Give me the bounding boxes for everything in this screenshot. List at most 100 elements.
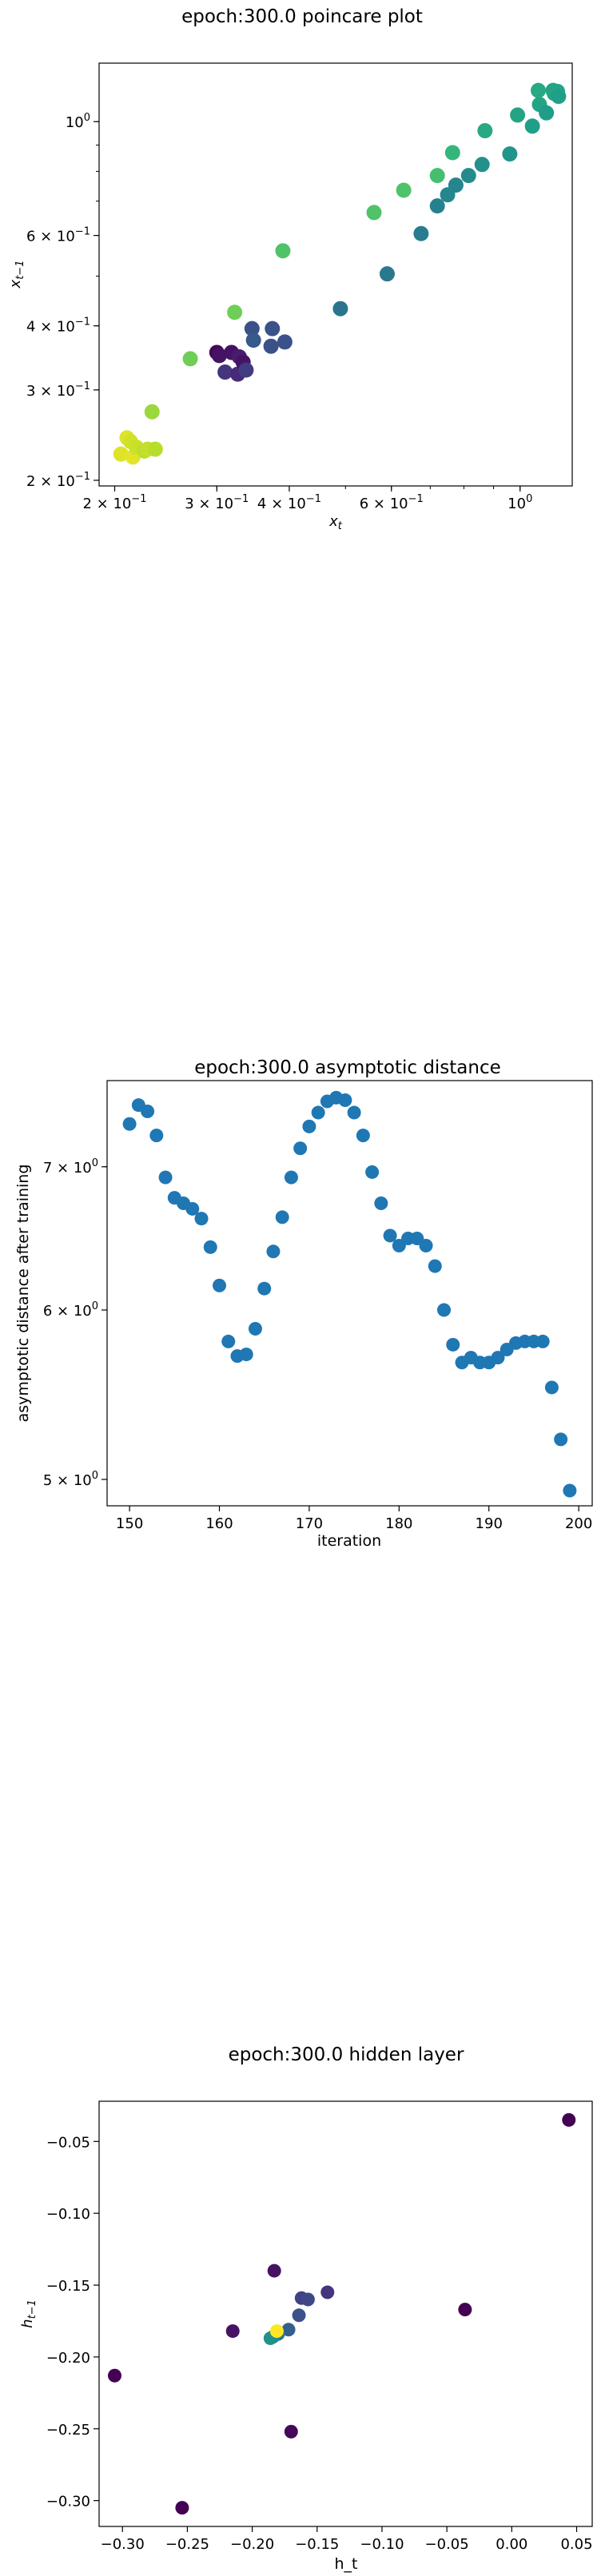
scatter-point <box>554 1432 568 1447</box>
scatter-point <box>265 321 281 336</box>
scatter-point <box>539 105 555 121</box>
scatter-point <box>551 89 567 105</box>
scatter-point <box>429 198 445 214</box>
scatter-point <box>284 1170 298 1184</box>
scatter-point <box>332 301 348 317</box>
x-tick-label: 160 <box>205 1515 233 1532</box>
scatter-point <box>448 177 464 193</box>
scatter-point <box>320 2285 335 2299</box>
y-axis-label: asymptotic distance after training <box>14 1165 32 1423</box>
scatter-point <box>257 1281 272 1296</box>
y-axis-label: xt−1 <box>7 261 26 289</box>
scatter-point <box>413 225 429 241</box>
scatter-point <box>275 243 291 259</box>
scatter-point <box>277 334 293 350</box>
scatter-point <box>491 1351 505 1365</box>
scatter-point <box>535 1334 550 1348</box>
scatter-point <box>502 146 518 162</box>
scatter-point <box>281 2323 296 2337</box>
scatter-point <box>149 1129 164 1143</box>
scatter-point <box>107 2368 121 2383</box>
scatter-point <box>428 1259 442 1273</box>
chart-title: epoch:300.0 poincare plot <box>181 6 423 27</box>
scatter-point <box>213 1278 227 1292</box>
y-tick-label: 100 <box>66 112 90 131</box>
y-tick-label: 3 × 10−1 <box>26 380 90 400</box>
scatter-point <box>292 2308 306 2323</box>
scatter-point <box>429 168 445 184</box>
scatter-point <box>122 1117 137 1131</box>
x-tick-label: −0.05 <box>425 2536 469 2553</box>
scatter-point <box>147 441 163 457</box>
scatter-point <box>446 1337 460 1352</box>
scatter-point <box>444 145 460 161</box>
scatter-point <box>293 1141 308 1156</box>
scatter-point <box>338 1093 352 1107</box>
x-tick-label: −0.20 <box>230 2536 274 2553</box>
y-tick-label: −0.20 <box>46 2350 90 2367</box>
y-tick-label: 2 × 10−1 <box>26 471 90 490</box>
scatter-point <box>238 362 254 378</box>
scatter-point <box>221 1334 236 1348</box>
y-tick-label: 6 × 100 <box>43 1300 98 1320</box>
scatter-point <box>458 2303 472 2317</box>
x-tick-label: 200 <box>565 1515 592 1532</box>
x-tick-label: 180 <box>385 1515 412 1532</box>
y-tick-label: 5 × 100 <box>43 1470 98 1489</box>
scatter-point <box>419 1239 433 1253</box>
scatter-point <box>383 1228 397 1243</box>
scatter-point <box>175 2501 189 2515</box>
scatter-point <box>194 1212 209 1226</box>
scatter-point <box>144 404 160 420</box>
x-tick-label: 100 <box>507 493 532 512</box>
poincare-plot-panel: epoch:300.0 poincare plot xt xt−1 2 × 10… <box>7 6 573 532</box>
scatter-point <box>203 1240 217 1254</box>
scatter-point <box>284 2424 298 2439</box>
scatter-point <box>437 1303 452 1317</box>
scatter-point <box>182 351 198 367</box>
x-tick-label: −0.30 <box>101 2536 145 2553</box>
scatter-point <box>239 1348 253 1362</box>
scatter-point <box>563 1483 577 1498</box>
plot-area <box>98 2100 593 2527</box>
x-tick-label: 0.05 <box>560 2536 592 2553</box>
x-axis-label: h_t <box>335 2555 358 2573</box>
scatter-point <box>460 168 476 184</box>
y-tick-label: −0.25 <box>46 2422 90 2439</box>
scatter-point <box>311 1105 325 1120</box>
hidden-layer-panel: epoch:300.0 hidden layer h_t ht−1 −0.30 −… <box>19 2044 593 2573</box>
scatter-point <box>477 123 493 139</box>
scatter-point <box>158 1170 173 1184</box>
scatter-point <box>474 157 490 173</box>
scatter-point <box>217 364 233 380</box>
asymptotic-distance-panel: epoch:300.0 asymptotic distance iteratio… <box>14 1057 593 1550</box>
x-tick-label: 2 × 10−1 <box>82 493 146 512</box>
y-tick-label: 4 × 10−1 <box>26 317 90 336</box>
scatter-point <box>365 1165 380 1179</box>
x-tick-label: −0.15 <box>295 2536 339 2553</box>
y-tick-label: 6 × 10−1 <box>26 226 90 245</box>
scatter-point <box>269 2324 284 2339</box>
scatter-point <box>531 82 547 98</box>
x-tick-label: 3 × 10−1 <box>185 493 249 512</box>
scatter-point <box>245 332 261 348</box>
scatter-point <box>113 446 129 462</box>
scatter-point <box>266 1244 281 1259</box>
scatter-point <box>225 2324 240 2339</box>
scatter-point <box>374 1196 388 1211</box>
scatter-point <box>562 2112 576 2127</box>
y-tick-label: −0.10 <box>46 2206 90 2223</box>
scatter-point <box>227 305 243 321</box>
x-tick-label: 190 <box>476 1515 503 1532</box>
scatter-point <box>185 1201 200 1216</box>
x-tick-label: 150 <box>116 1515 143 1532</box>
scatter-point <box>366 205 382 221</box>
scatter-point <box>524 118 540 134</box>
scatter-point <box>267 2263 281 2278</box>
x-axis-label: iteration <box>317 1532 381 1550</box>
y-tick-label: −0.30 <box>46 2494 90 2510</box>
y-tick-label: 7 × 100 <box>43 1157 98 1177</box>
x-tick-label: 6 × 10−1 <box>360 493 424 512</box>
scatter-point <box>263 338 279 354</box>
y-axis-label: ht−1 <box>19 2299 38 2328</box>
